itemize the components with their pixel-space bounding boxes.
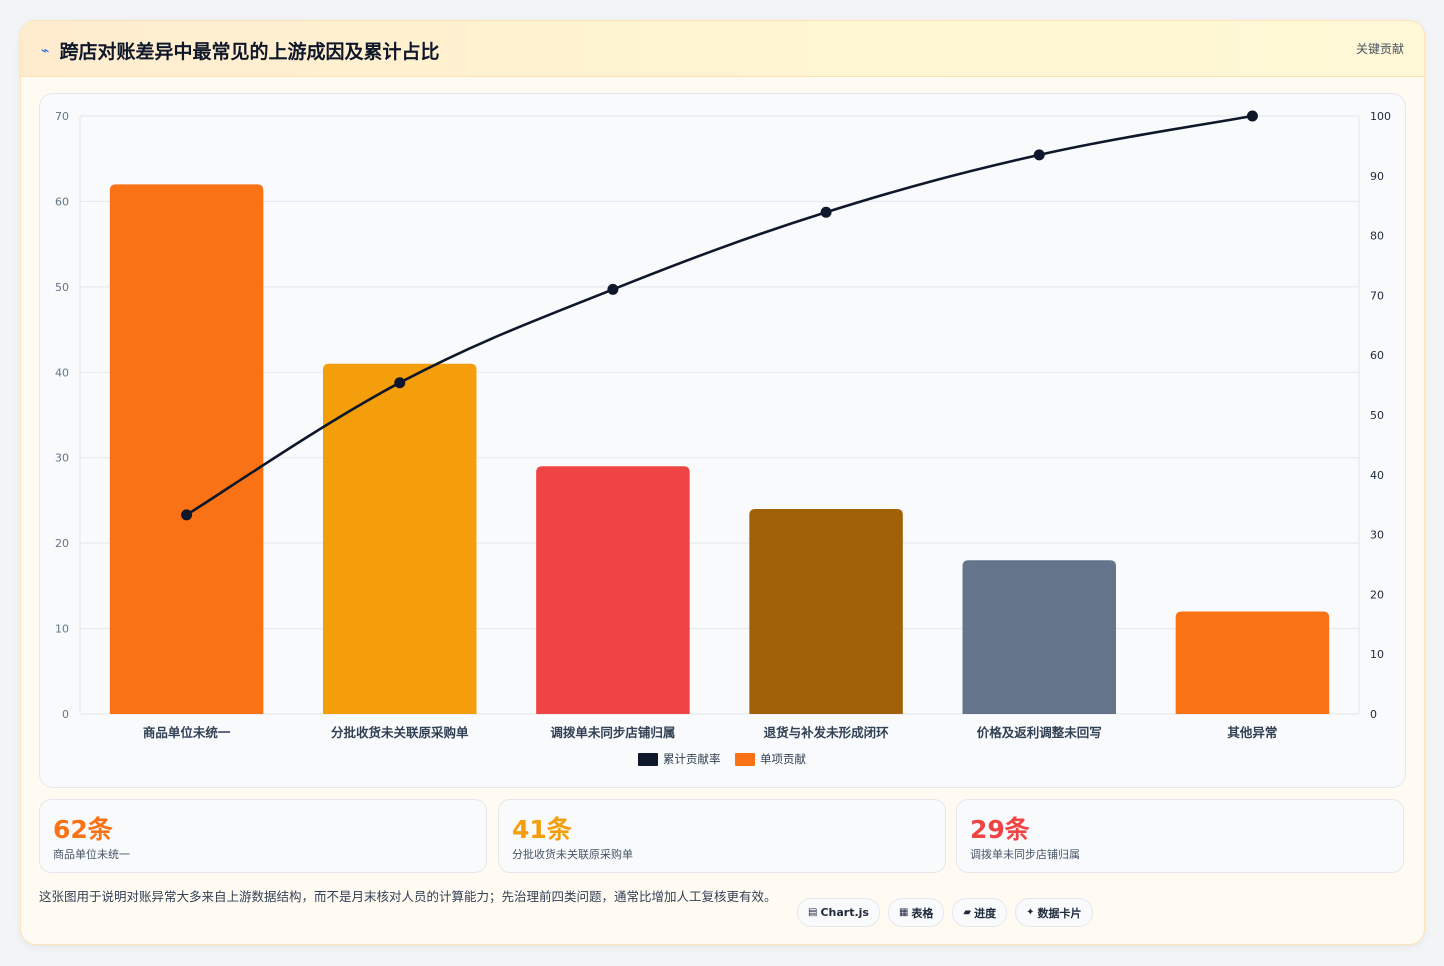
cumulative-point: [820, 206, 832, 218]
cumulative-point: [1246, 110, 1258, 122]
y-right-tick-label: 20: [1370, 588, 1384, 601]
chip-chartjs[interactable]: ▤ Chart.js: [797, 898, 880, 927]
y-right-tick-label: 30: [1370, 529, 1384, 542]
y-left-tick-label: 70: [55, 110, 69, 123]
y-left-tick-label: 10: [55, 623, 69, 636]
chip-label: 数据卡片: [1037, 906, 1082, 920]
cumulative-line: [185, 114, 1253, 516]
chip-label: 表格: [911, 906, 934, 920]
x-tick-label: 其他异常: [1227, 725, 1277, 740]
stat-card-2: 41条 分批收货未关联原采购单: [498, 799, 946, 873]
stat-card-1: 62条 商品单位未统一: [39, 799, 487, 873]
y-right-tick-label: 50: [1370, 409, 1384, 422]
chip-progress[interactable]: ▰ 进度: [952, 898, 1008, 927]
cumulative-point: [394, 377, 406, 389]
bar: [536, 466, 690, 714]
stat-cards: 62条 商品单位未统一 41条 分批收货未关联原采购单 29条 调拨单未同步店铺…: [39, 799, 1405, 873]
bar: [109, 184, 264, 714]
chart-panel: 0 10 20 30 40 50 60 70 0 10 20 30 40 50 60 70 80 90 100 商品单…: [39, 93, 1406, 788]
legend-label: 单项贡献: [760, 752, 806, 766]
y-right-tick-label: 80: [1370, 230, 1384, 243]
cumulative-point: [181, 509, 193, 521]
legend-label: 累计贡献率: [663, 752, 721, 766]
y-right-tick-label: 60: [1370, 349, 1384, 362]
sparkle-icon: ✦: [1026, 907, 1035, 918]
y-right-tick-label: 90: [1370, 170, 1384, 183]
y-right-tick-label: 70: [1370, 289, 1384, 302]
cumulative-point: [1033, 149, 1045, 161]
title-wrap: ⌁ 跨店对账差异中最常见的上游成因及累计占比: [41, 37, 439, 64]
y-left-tick-label: 40: [55, 366, 69, 379]
bar: [1175, 611, 1330, 714]
chip-data-card[interactable]: ✦ 数据卡片: [1015, 898, 1093, 927]
page-title: 跨店对账差异中最常见的上游成因及累计占比: [59, 41, 440, 63]
stat-value: 62条: [53, 815, 113, 844]
legend-swatch: [735, 753, 755, 766]
stat-value: 41条: [512, 815, 572, 844]
y-right-tick-label: 0: [1370, 708, 1377, 721]
x-tick-label: 退货与补发未形成闭环: [764, 725, 890, 740]
y-left-tick-label: 20: [55, 537, 69, 550]
y-left-tick-label: 30: [55, 452, 69, 465]
chip-row: ▤ Chart.js ▦ 表格 ▰ 进度 ✦ 数据卡片: [797, 898, 1101, 927]
chip-label: Chart.js: [820, 906, 869, 919]
x-tick-label: 调拨单未同步店铺归属: [550, 725, 675, 740]
y-left-tick-label: 60: [55, 195, 69, 208]
legend-swatch: [638, 753, 658, 766]
stat-value: 29条: [970, 815, 1030, 844]
x-tick-label: 商品单位未统一: [143, 725, 231, 740]
stat-label: 调拨单未同步店铺归属: [970, 848, 1080, 861]
chart-card: ⌁ 跨店对账差异中最常见的上游成因及累计占比 关键贡献 0 10 20 30 40 50 6…: [20, 20, 1425, 945]
card-header: ⌁ 跨店对账差异中最常见的上游成因及累计占比 关键贡献: [21, 21, 1424, 77]
y-right-tick-label: 10: [1370, 648, 1384, 661]
zap-icon: ⌁: [41, 42, 50, 59]
footnote: 这张图用于说明对账异常大多来自上游数据结构，而不是月末核对人员的计算能力；先治理…: [39, 889, 777, 904]
y-left-tick-label: 0: [62, 708, 69, 721]
bar: [962, 560, 1116, 714]
bar: [323, 363, 477, 714]
stat-label: 分批收货未关联原采购单: [512, 848, 633, 861]
pareto-chart: 0 10 20 30 40 50 60 70 0 10 20 30 40 50 60 70 80 90 100 商品单…: [55, 110, 1391, 766]
key-contribution-tag: 关键贡献: [1355, 42, 1404, 56]
y-right-tick-label: 100: [1370, 110, 1391, 123]
y-right-tick-label: 40: [1370, 469, 1384, 482]
bar: [749, 508, 903, 714]
chip-label: 进度: [974, 906, 997, 920]
y-left-tick-label: 50: [55, 281, 69, 294]
x-tick-label: 分批收货未关联原采购单: [331, 725, 469, 740]
cumulative-point: [607, 283, 619, 295]
progress-icon: ▰: [963, 907, 972, 918]
stat-card-3: 29条 调拨单未同步店铺归属: [956, 799, 1404, 873]
chip-table[interactable]: ▦ 表格: [887, 898, 945, 927]
x-tick-label: 价格及返利调整未回写: [977, 725, 1102, 740]
stat-label: 商品单位未统一: [53, 848, 130, 861]
table-icon: ▦: [898, 907, 909, 918]
chart-icon: ▤: [808, 907, 818, 918]
